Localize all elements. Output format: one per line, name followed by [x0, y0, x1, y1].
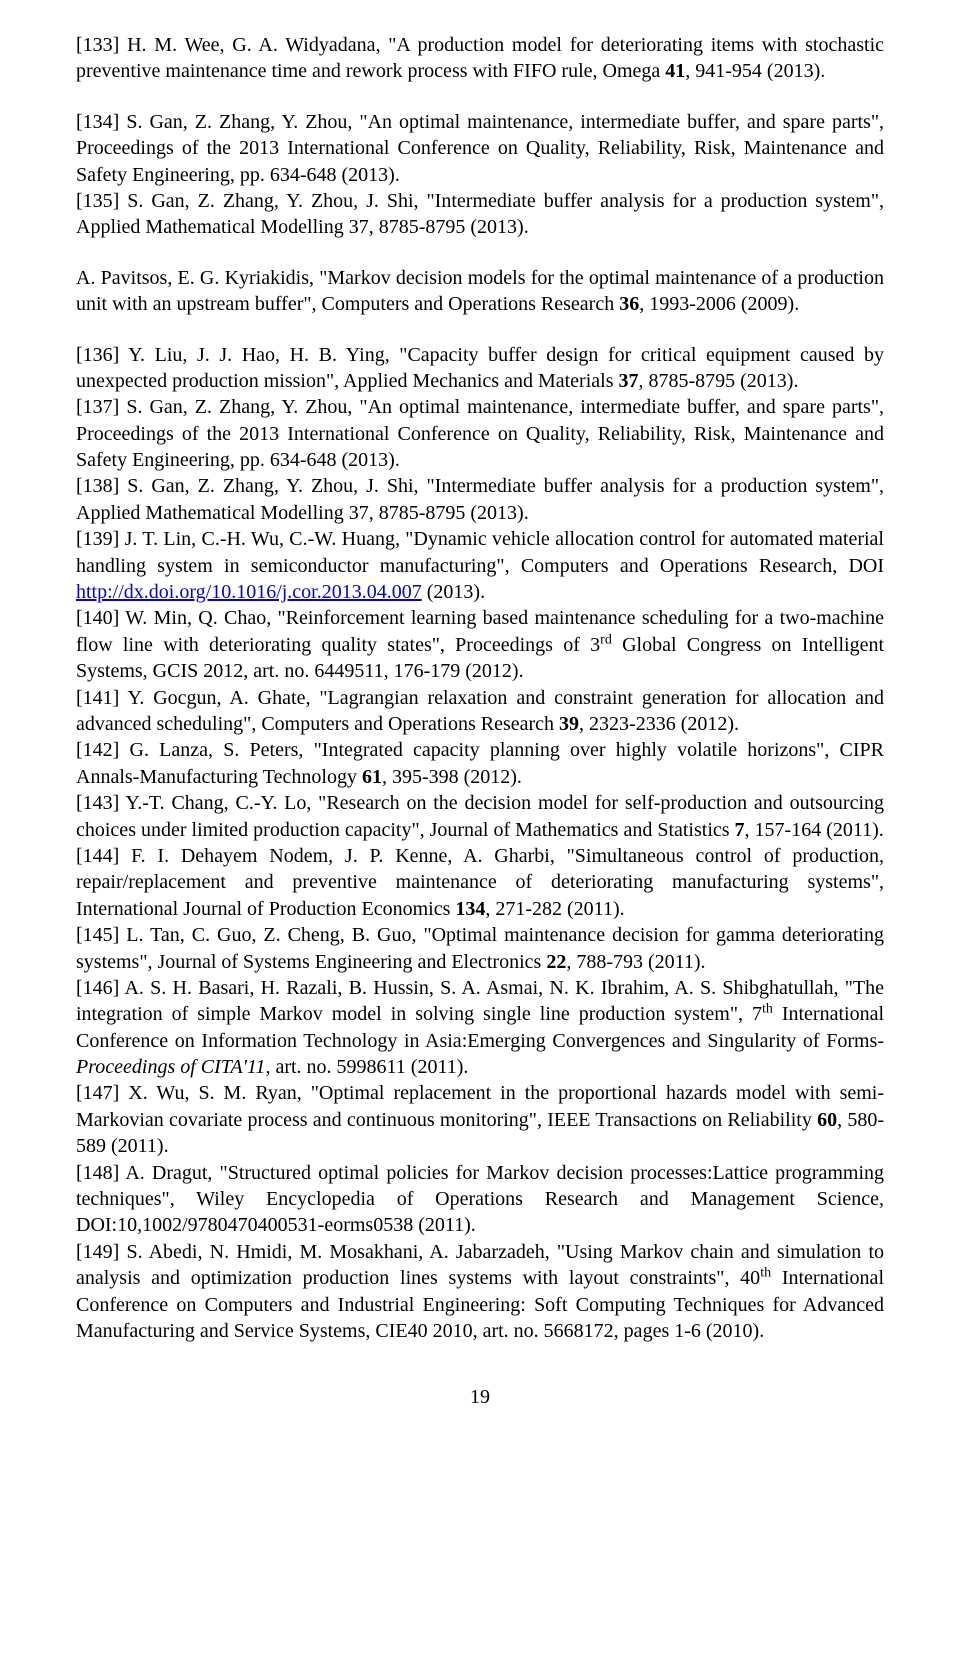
ref-bold: 60 [817, 1109, 837, 1131]
ref-bold: 41 [665, 60, 685, 82]
reference-138: [138] S. Gan, Z. Zhang, Y. Zhou, J. Shi,… [76, 473, 884, 526]
ref-text: [134] S. Gan, Z. Zhang, Y. Zhou, "An opt… [76, 111, 884, 186]
ref-bold: 37 [618, 370, 638, 392]
reference-146: [146] A. S. H. Basari, H. Razali, B. Hus… [76, 975, 884, 1081]
ref-text: [137] S. Gan, Z. Zhang, Y. Zhou, "An opt… [76, 396, 884, 471]
ref-text: (2013). [422, 581, 485, 603]
reference-144: [144] F. I. Dehayem Nodem, J. P. Kenne, … [76, 843, 884, 922]
ref-text: , 788-793 (2011). [566, 951, 705, 973]
page-content: [133] H. M. Wee, G. A. Widyadana, "A pro… [0, 0, 960, 1461]
reference-149: [149] S. Abedi, N. Hmidi, M. Mosakhani, … [76, 1239, 884, 1345]
ref-text: , 2323-2336 (2012). [579, 713, 739, 735]
ref-bold: 39 [559, 713, 579, 735]
ref-italic: Proceedings of CITA'11 [76, 1056, 265, 1078]
ref-bold: 61 [362, 766, 382, 788]
ref-text: , 157-164 (2011). [745, 819, 884, 841]
reference-142: [142] G. Lanza, S. Peters, "Integrated c… [76, 737, 884, 790]
reference-140: [140] W. Min, Q. Chao, "Reinforcement le… [76, 605, 884, 684]
reference-143: [143] Y.-T. Chang, C.-Y. Lo, "Research o… [76, 790, 884, 843]
ref-text: [139] J. T. Lin, C.-H. Wu, C.-W. Huang, … [76, 528, 884, 576]
ref-bold: 134 [455, 898, 485, 920]
reference-pavitsos: A. Pavitsos, E. G. Kyriakidis, "Markov d… [76, 265, 884, 318]
ref-text: , 1993-2006 (2009). [639, 293, 799, 315]
ref-text: , 395-398 (2012). [382, 766, 522, 788]
reference-134: [134] S. Gan, Z. Zhang, Y. Zhou, "An opt… [76, 109, 884, 188]
ref-text: [138] S. Gan, Z. Zhang, Y. Zhou, J. Shi,… [76, 475, 884, 523]
page-number: 19 [76, 1384, 884, 1410]
ref-text: [147] X. Wu, S. M. Ryan, "Optimal replac… [76, 1082, 884, 1130]
ref-text: [141] Y. Gocgun, A. Ghate, "Lagrangian r… [76, 687, 884, 735]
ordinal-sup: th [762, 1002, 773, 1017]
reference-141: [141] Y. Gocgun, A. Ghate, "Lagrangian r… [76, 685, 884, 738]
reference-139: [139] J. T. Lin, C.-H. Wu, C.-W. Huang, … [76, 526, 884, 605]
ref-text: , 941-954 (2013). [685, 60, 825, 82]
reference-148: [148] A. Dragut, "Structured optimal pol… [76, 1160, 884, 1239]
reference-133: [133] H. M. Wee, G. A. Widyadana, "A pro… [76, 32, 884, 85]
reference-145: [145] L. Tan, C. Guo, Z. Cheng, B. Guo, … [76, 922, 884, 975]
reference-137: [137] S. Gan, Z. Zhang, Y. Zhou, "An opt… [76, 394, 884, 473]
ref-text: , art. no. 5998611 (2011). [265, 1056, 468, 1078]
ref-text: , 271-282 (2011). [485, 898, 624, 920]
reference-147: [147] X. Wu, S. M. Ryan, "Optimal replac… [76, 1080, 884, 1159]
ref-text: [148] A. Dragut, "Structured optimal pol… [76, 1162, 884, 1237]
ordinal-sup: th [760, 1266, 771, 1281]
reference-135: [135] S. Gan, Z. Zhang, Y. Zhou, J. Shi,… [76, 188, 884, 241]
ref-text: [145] L. Tan, C. Guo, Z. Cheng, B. Guo, … [76, 924, 884, 972]
ref-bold: 36 [619, 293, 639, 315]
ref-bold: 7 [735, 819, 745, 841]
ref-text: [135] S. Gan, Z. Zhang, Y. Zhou, J. Shi,… [76, 190, 884, 238]
reference-136: [136] Y. Liu, J. J. Hao, H. B. Ying, "Ca… [76, 342, 884, 395]
ref-text: , 8785-8795 (2013). [638, 370, 798, 392]
ordinal-sup: rd [600, 632, 612, 647]
ref-bold: 22 [546, 951, 566, 973]
doi-link[interactable]: http://dx.doi.org/10.1016/j.cor.2013.04.… [76, 581, 422, 603]
